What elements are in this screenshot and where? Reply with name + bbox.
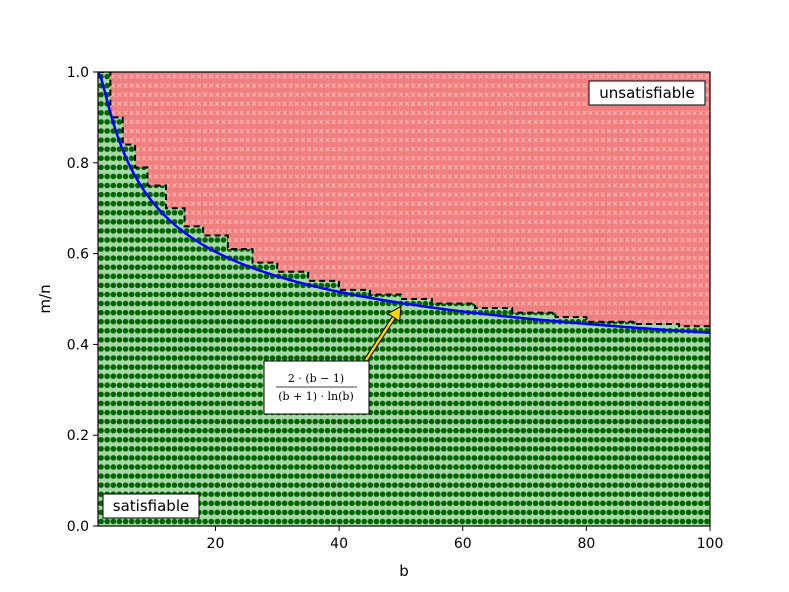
y-tick-label: 0.2 (67, 428, 89, 444)
y-tick-label: 0.6 (67, 247, 89, 263)
unsatisfiable-label-box: unsatisfiable (588, 80, 706, 106)
y-tick-label: 0.8 (67, 156, 89, 172)
satisfiable-label: satisfiable (113, 497, 189, 515)
x-tick-label: 40 (330, 536, 348, 552)
formula-numerator: 2 · (b − 1) (288, 372, 344, 385)
formula-box (263, 360, 370, 415)
plot-frame (97, 71, 711, 527)
formula-annotation: 2 · (b − 1) (b + 1) · ln(b) (263, 305, 402, 415)
annotation-arrow-head (386, 305, 402, 323)
y-tick-label: 0.0 (67, 519, 89, 535)
x-tick-label: 60 (454, 536, 472, 552)
y-tick-label: 1.0 (67, 65, 89, 81)
y-axis-ticks: 0.0 0.2 0.4 0.6 0.8 1.0 (67, 65, 98, 535)
x-tick-label: 20 (207, 536, 225, 552)
unsatisfiable-label: unsatisfiable (599, 84, 694, 102)
x-axis-ticks: 20 40 60 80 100 (207, 526, 724, 552)
annotation-arrow-fill (364, 316, 395, 361)
formula-denominator: (b + 1) · ln(b) (278, 390, 354, 403)
theoretical-threshold-line (98, 72, 710, 334)
satisfiable-label-box: satisfiable (102, 493, 200, 519)
x-axis-label: b (399, 562, 409, 580)
x-tick-label: 100 (697, 536, 724, 552)
y-axis-label: m/n (36, 284, 54, 313)
x-tick-label: 80 (577, 536, 595, 552)
empirical-boundary-line (98, 72, 710, 331)
y-tick-label: 0.4 (67, 337, 89, 353)
